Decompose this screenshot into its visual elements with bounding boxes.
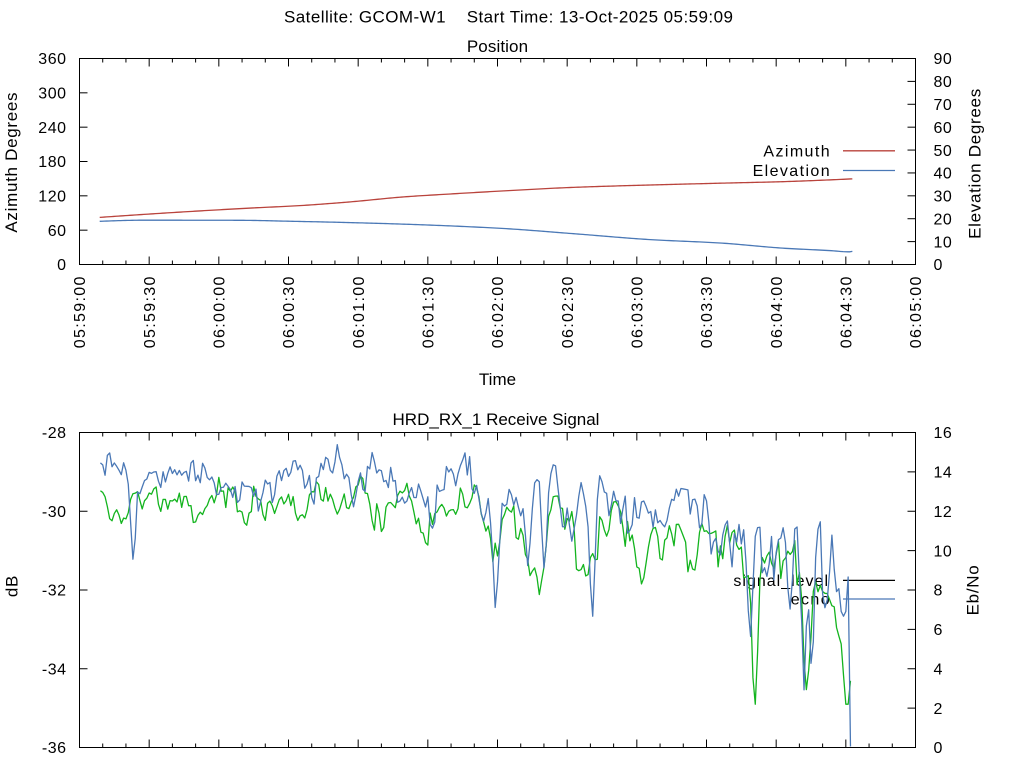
svg-text:-36: -36	[42, 740, 67, 757]
svg-text:Position: Position	[467, 37, 528, 56]
svg-text:Elevation Degrees: Elevation Degrees	[966, 88, 985, 239]
svg-text:-32: -32	[42, 583, 67, 600]
svg-text:06:05:00: 06:05:00	[908, 275, 925, 348]
svg-text:10: 10	[934, 234, 953, 251]
svg-text:300: 300	[38, 86, 66, 103]
svg-text:Eb/No: Eb/No	[964, 565, 983, 616]
svg-text:60: 60	[48, 223, 67, 240]
svg-text:0: 0	[934, 257, 943, 274]
svg-text:30: 30	[934, 189, 953, 206]
svg-text:120: 120	[38, 189, 66, 206]
svg-text:2: 2	[934, 701, 943, 718]
svg-text:Elevation: Elevation	[753, 163, 831, 180]
svg-text:HRD_RX_1 Receive Signal: HRD_RX_1 Receive Signal	[393, 410, 600, 429]
svg-text:06:01:00: 06:01:00	[351, 275, 368, 348]
svg-text:0: 0	[934, 740, 943, 757]
svg-text:Azimuth: Azimuth	[763, 143, 831, 160]
svg-text:06:04:00: 06:04:00	[769, 275, 786, 348]
svg-text:240: 240	[38, 120, 66, 137]
svg-text:05:59:00: 05:59:00	[72, 275, 89, 348]
svg-text:06:00:00: 06:00:00	[212, 275, 229, 348]
svg-text:60: 60	[934, 120, 953, 137]
svg-text:0: 0	[57, 257, 66, 274]
svg-text:16: 16	[934, 425, 953, 442]
svg-text:12: 12	[934, 504, 953, 521]
svg-text:signal_level: signal_level	[733, 573, 829, 590]
svg-text:06:04:30: 06:04:30	[839, 275, 856, 348]
svg-text:06:03:30: 06:03:30	[699, 275, 716, 348]
svg-text:4: 4	[934, 662, 943, 679]
svg-text:180: 180	[38, 154, 66, 171]
svg-text:06:01:30: 06:01:30	[421, 275, 438, 348]
svg-text:50: 50	[934, 143, 953, 160]
svg-text:05:59:30: 05:59:30	[142, 275, 159, 348]
svg-text:-28: -28	[42, 425, 67, 442]
svg-text:-34: -34	[42, 662, 67, 679]
svg-text:dB: dB	[2, 575, 21, 597]
svg-text:90: 90	[934, 51, 953, 68]
svg-text:06:03:00: 06:03:00	[630, 275, 647, 348]
svg-text:06:02:00: 06:02:00	[490, 275, 507, 348]
svg-text:10: 10	[934, 543, 953, 560]
svg-text:06:00:30: 06:00:30	[281, 275, 298, 348]
svg-text:06:02:30: 06:02:30	[560, 275, 577, 348]
svg-text:Satellite: GCOM-W1 Start Ti: Satellite: GCOM-W1 Start Time: 13-Oct-20…	[284, 7, 733, 26]
svg-text:-30: -30	[42, 504, 67, 521]
svg-text:360: 360	[38, 51, 66, 68]
svg-text:6: 6	[934, 622, 943, 639]
svg-text:Time: Time	[479, 370, 516, 389]
svg-text:70: 70	[934, 97, 953, 114]
svg-text:20: 20	[934, 211, 953, 228]
svg-text:80: 80	[934, 74, 953, 91]
svg-text:40: 40	[934, 166, 953, 183]
svg-text:Azimuth Degrees: Azimuth Degrees	[2, 92, 21, 233]
svg-text:8: 8	[934, 583, 943, 600]
svg-text:14: 14	[934, 465, 953, 482]
